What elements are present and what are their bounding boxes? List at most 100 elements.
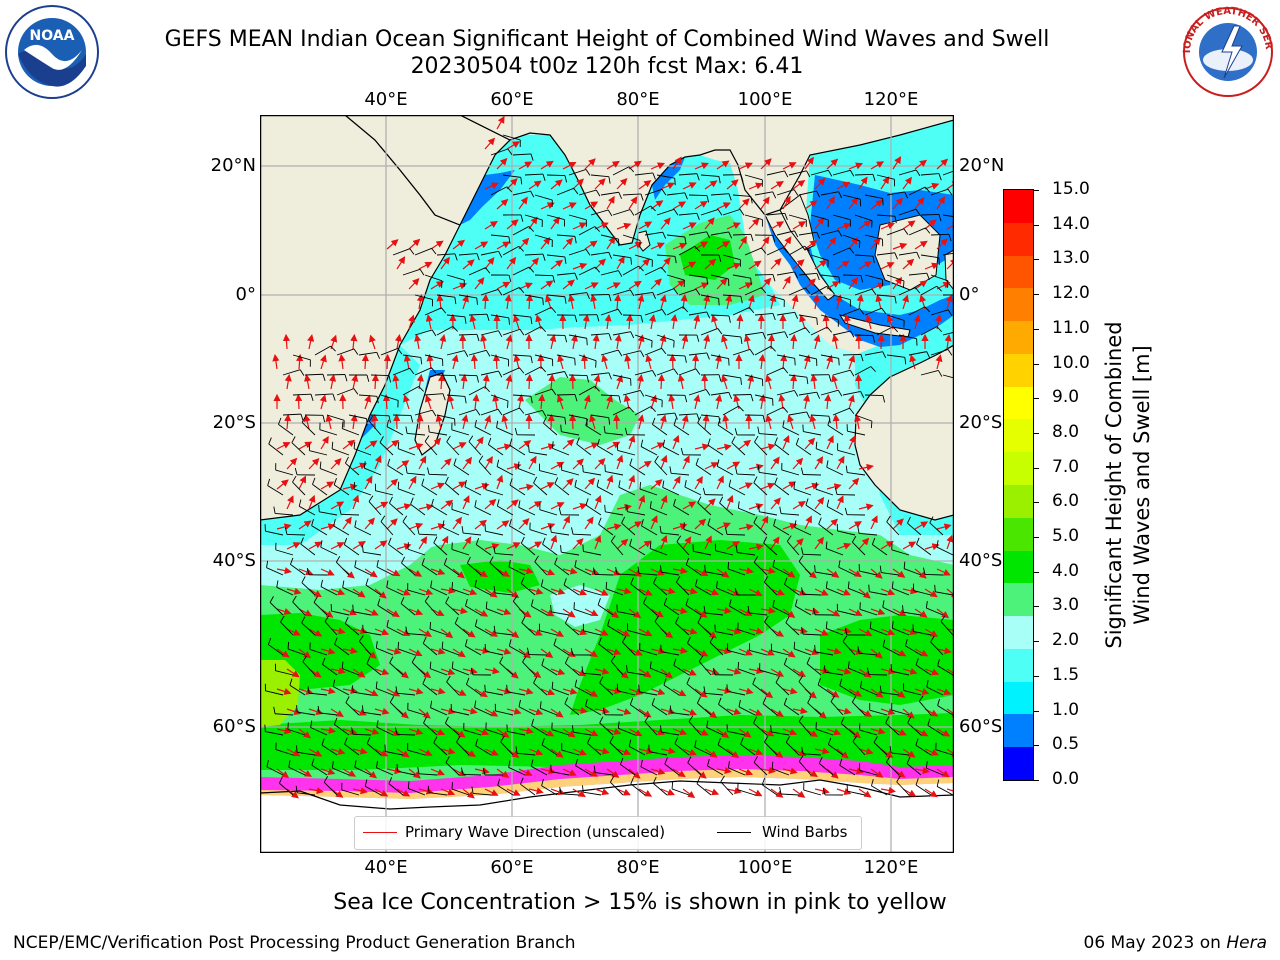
wave-direction-arrow — [880, 708, 896, 716]
wave-direction-arrow — [758, 394, 766, 410]
wind-barb-flag — [442, 393, 446, 401]
wave-direction-arrow — [562, 768, 577, 776]
wave-direction-arrow — [484, 628, 499, 637]
green-patch-central — [525, 377, 640, 445]
wave-direction-arrow — [584, 568, 600, 576]
wind-barb-flag — [782, 406, 789, 413]
wind-barb-flag — [925, 227, 931, 234]
wind-barb-flag — [782, 420, 785, 428]
wave-direction-arrow — [637, 414, 645, 430]
wave-direction-arrow — [892, 242, 908, 250]
map-plot-area[interactable] — [260, 115, 954, 853]
wave-direction-arrow — [496, 520, 510, 530]
wind-barb — [898, 208, 917, 216]
wave-direction-arrow — [298, 687, 314, 695]
wind-barb-flag — [894, 252, 898, 260]
wind-barb — [414, 294, 433, 300]
wind-barb — [920, 370, 939, 376]
wave-direction-arrow — [304, 374, 312, 390]
wave-direction-arrow — [814, 747, 830, 755]
wind-barb-flag — [496, 420, 499, 428]
wind-barb-flag — [552, 275, 555, 283]
wind-barb-flag — [362, 624, 364, 632]
wave-direction-arrow — [408, 768, 421, 779]
wind-barb-flag — [772, 313, 776, 321]
wind-barb-flag — [608, 417, 611, 425]
wind-barb — [722, 208, 741, 216]
wave-direction-arrow — [858, 628, 873, 637]
wind-barb-flag — [573, 188, 579, 195]
wave-direction-arrow — [848, 276, 859, 290]
wind-barb-flag — [793, 482, 795, 490]
wave-direction-arrow — [342, 768, 357, 777]
wind-barb — [622, 234, 641, 241]
wind-barb-flag — [660, 266, 667, 273]
wave-direction-arrow — [386, 688, 401, 697]
wind-barb — [546, 254, 565, 258]
wave-direction-arrow — [924, 748, 939, 756]
wave-direction-arrow — [528, 541, 543, 550]
wave-direction-arrow — [562, 162, 577, 170]
wind-barb-flag — [696, 173, 700, 181]
wave-direction-arrow — [870, 608, 886, 616]
wave-direction-arrow — [870, 648, 883, 659]
wind-barb-flag — [574, 236, 577, 244]
wave-direction-arrow — [747, 294, 755, 310]
blue-coast-bengal — [652, 157, 685, 200]
wind-barb — [612, 374, 631, 380]
wave-direction-arrow — [782, 195, 791, 210]
wave-direction-arrow — [672, 768, 686, 778]
wave-direction-arrow — [286, 495, 294, 510]
wind-barb-flag — [540, 366, 547, 373]
wind-barb — [876, 252, 895, 256]
wave-direction-arrow — [484, 748, 499, 756]
wave-direction-arrow — [760, 567, 776, 575]
wind-barb — [600, 270, 619, 276]
wave-direction-arrow — [506, 542, 521, 550]
wind-barb-flag — [838, 191, 843, 199]
wave-direction-arrow — [352, 494, 360, 510]
wave-direction-arrow — [892, 688, 906, 698]
wave-direction-arrow — [545, 294, 552, 310]
wind-barb-flag — [793, 189, 799, 196]
wind-barb-flag — [464, 396, 467, 404]
wind-barb-flag — [299, 369, 305, 376]
wave-direction-arrow — [858, 261, 873, 270]
wave-direction-arrow — [513, 354, 521, 370]
wave-direction-arrow — [694, 443, 710, 451]
lon-label-top-80e: 80°E — [616, 89, 660, 110]
wind-barb — [424, 393, 443, 396]
wave-direction-arrow — [540, 688, 556, 696]
wind-barb-flag — [750, 278, 752, 286]
wind-barb-flag — [518, 287, 525, 294]
wave-direction-arrow — [812, 293, 820, 310]
wave-direction-arrow — [594, 707, 610, 715]
wind-barb — [908, 272, 927, 276]
wind-barb — [524, 366, 542, 376]
wave-direction-arrow — [804, 607, 820, 615]
wave-direction-arrow — [418, 503, 434, 511]
wave-direction-arrow — [616, 788, 631, 796]
wind-barb-flag — [695, 368, 701, 375]
wind-barb — [556, 394, 576, 396]
wind-barb-flag — [660, 644, 662, 652]
wave-direction-arrow — [693, 314, 701, 330]
wind-barb-flag — [322, 415, 326, 423]
wind-barb-flag — [550, 307, 557, 314]
wind-barb — [854, 288, 873, 296]
wave-direction-arrow — [295, 393, 303, 410]
wave-direction-arrow — [716, 728, 730, 739]
wave-direction-arrow — [782, 568, 796, 578]
wave-direction-arrow — [716, 475, 724, 490]
wave-direction-arrow — [408, 687, 424, 695]
wave-direction-arrow — [614, 293, 622, 310]
wind-barb — [458, 409, 477, 416]
wind-barb-flag — [947, 309, 953, 316]
wind-barb-flag — [793, 641, 796, 649]
wave-direction-arrow — [804, 278, 816, 290]
wave-direction-arrow — [528, 257, 539, 270]
wave-direction-arrow — [638, 628, 653, 637]
wind-barb-flag — [418, 386, 424, 392]
wind-barb-flag — [420, 357, 423, 365]
wind-barb-flag — [805, 287, 811, 294]
